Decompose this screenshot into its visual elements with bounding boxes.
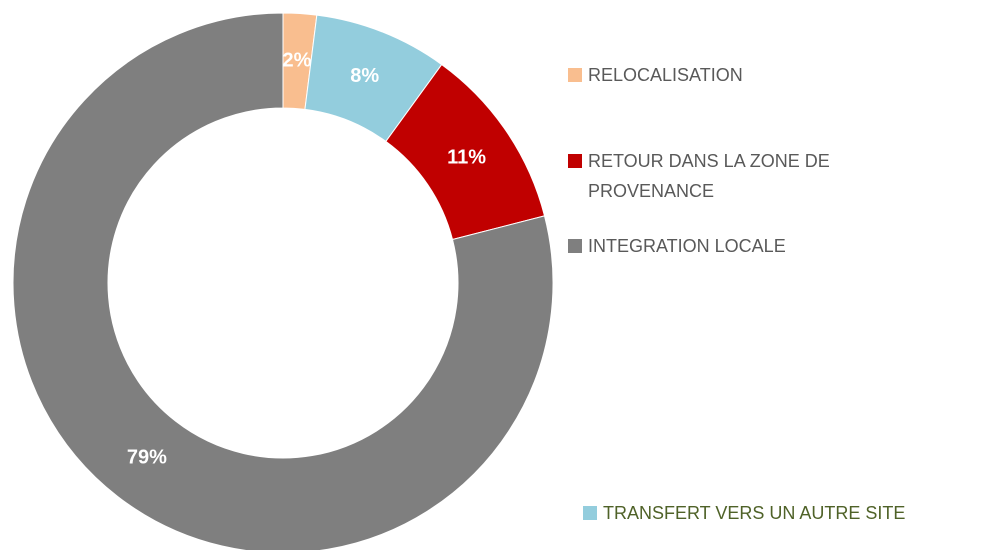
legend-label: RELOCALISATION	[588, 65, 743, 85]
data-label: 8%	[350, 65, 379, 87]
legend-item: RETOUR DANS LA ZONE DE PROVENANCE	[568, 146, 888, 206]
data-label: 2%	[282, 50, 311, 72]
legend-item: INTEGRATION LOCALE	[568, 231, 888, 261]
legend-label: RETOUR DANS LA ZONE DE PROVENANCE	[588, 151, 830, 201]
legend-swatch	[568, 154, 582, 168]
legend-swatch	[568, 68, 582, 82]
legend-label: TRANSFERT VERS UN AUTRE SITE	[603, 503, 906, 523]
data-label: 79%	[127, 447, 167, 469]
legend-swatch	[568, 239, 582, 253]
legend-swatch	[583, 506, 597, 520]
legend-item: RELOCALISATION	[568, 60, 868, 90]
legend-item: TRANSFERT VERS UN AUTRE SITE	[583, 498, 981, 528]
donut-slice	[12, 12, 554, 550]
data-label: 11%	[447, 146, 486, 168]
legend-label: INTEGRATION LOCALE	[588, 236, 786, 256]
